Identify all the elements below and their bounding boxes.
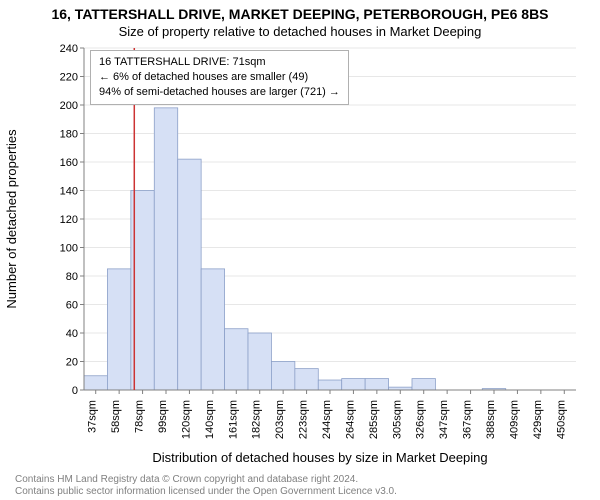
svg-text:200: 200 bbox=[60, 100, 78, 112]
svg-text:223sqm: 223sqm bbox=[298, 400, 310, 439]
svg-text:203sqm: 203sqm bbox=[274, 400, 286, 439]
svg-text:140: 140 bbox=[60, 186, 78, 198]
annotation-line1: 16 TATTERSHALL DRIVE: 71sqm bbox=[99, 55, 340, 70]
svg-text:220: 220 bbox=[60, 72, 78, 84]
svg-text:388sqm: 388sqm bbox=[485, 400, 497, 439]
footer-line2: Contains public sector information licen… bbox=[15, 486, 397, 498]
svg-text:264sqm: 264sqm bbox=[344, 400, 356, 439]
svg-text:160: 160 bbox=[60, 157, 78, 169]
svg-text:78sqm: 78sqm bbox=[134, 400, 146, 433]
svg-text:161sqm: 161sqm bbox=[227, 400, 239, 439]
svg-text:120: 120 bbox=[60, 214, 78, 226]
svg-text:120sqm: 120sqm bbox=[180, 400, 192, 439]
svg-text:0: 0 bbox=[72, 385, 78, 394]
svg-text:20: 20 bbox=[66, 357, 78, 369]
svg-text:182sqm: 182sqm bbox=[251, 400, 263, 439]
svg-text:40: 40 bbox=[66, 328, 78, 340]
title-sub: Size of property relative to detached ho… bbox=[0, 24, 600, 39]
x-axis-title: Distribution of detached houses by size … bbox=[60, 450, 580, 465]
svg-text:140sqm: 140sqm bbox=[204, 400, 216, 439]
svg-text:244sqm: 244sqm bbox=[321, 400, 333, 439]
svg-text:100: 100 bbox=[60, 243, 78, 255]
svg-text:37sqm: 37sqm bbox=[87, 400, 99, 433]
svg-text:240: 240 bbox=[60, 44, 78, 55]
chart-container: 16, TATTERSHALL DRIVE, MARKET DEEPING, P… bbox=[0, 0, 600, 500]
svg-text:429sqm: 429sqm bbox=[532, 400, 544, 439]
annotation-line3: 94% of semi-detached houses are larger (… bbox=[99, 85, 340, 100]
y-axis-title: Number of detached properties bbox=[4, 44, 24, 394]
svg-text:80: 80 bbox=[66, 271, 78, 283]
footer: Contains HM Land Registry data © Crown c… bbox=[15, 474, 397, 498]
title-main: 16, TATTERSHALL DRIVE, MARKET DEEPING, P… bbox=[0, 6, 600, 22]
svg-text:326sqm: 326sqm bbox=[415, 400, 427, 439]
svg-text:367sqm: 367sqm bbox=[462, 400, 474, 439]
svg-text:58sqm: 58sqm bbox=[110, 400, 122, 433]
annotation-line2: ← 6% of detached houses are smaller (49) bbox=[99, 70, 340, 85]
annotation-box: 16 TATTERSHALL DRIVE: 71sqm ← 6% of deta… bbox=[90, 50, 349, 105]
svg-text:450sqm: 450sqm bbox=[555, 400, 567, 439]
svg-text:60: 60 bbox=[66, 300, 78, 312]
svg-text:305sqm: 305sqm bbox=[391, 400, 403, 439]
svg-text:99sqm: 99sqm bbox=[157, 400, 169, 433]
footer-line1: Contains HM Land Registry data © Crown c… bbox=[15, 474, 397, 486]
svg-text:180: 180 bbox=[60, 129, 78, 141]
svg-text:285sqm: 285sqm bbox=[368, 400, 380, 439]
svg-text:409sqm: 409sqm bbox=[508, 400, 520, 439]
svg-text:347sqm: 347sqm bbox=[438, 400, 450, 439]
x-tick-labels: 37sqm 58sqm 78sqm 99sqm 120sqm 140sqm 161sqm 18… bbox=[60, 394, 580, 454]
